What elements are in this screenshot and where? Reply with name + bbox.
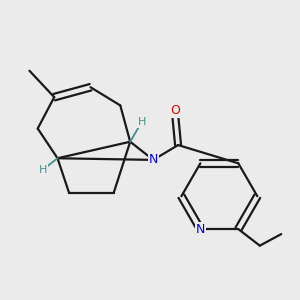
Text: O: O: [170, 104, 180, 117]
Text: N: N: [148, 153, 158, 167]
Text: N: N: [196, 223, 205, 236]
Text: H: H: [138, 117, 146, 127]
Text: H: H: [38, 165, 47, 175]
